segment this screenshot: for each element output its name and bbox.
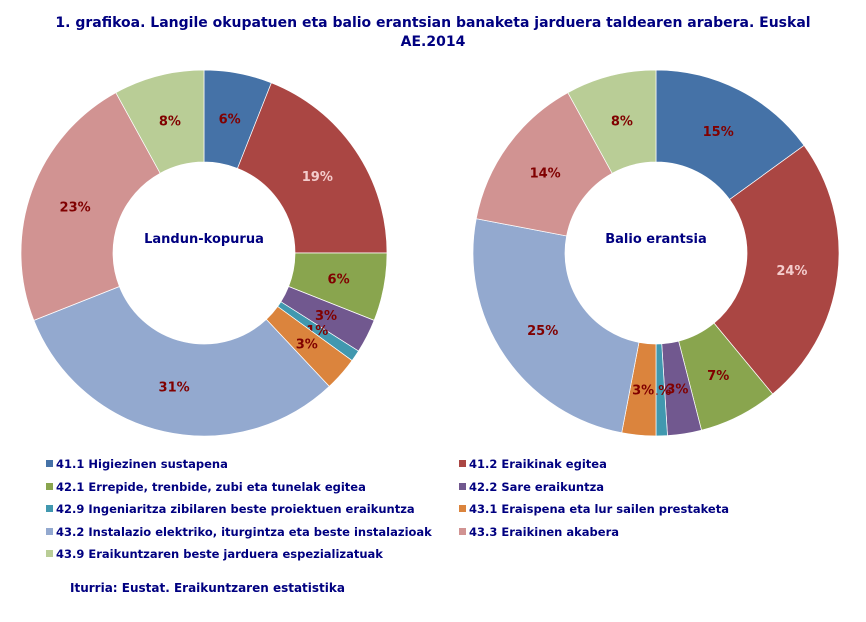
legend-item: 41.1 Higiezinen sustapena [46,457,228,471]
donut-slice [20,92,161,321]
data-label: 6% [219,112,241,127]
legend-label: 42.2 Sare eraikuntza [469,479,605,494]
data-label: 14% [530,166,561,181]
data-label: 8% [159,114,181,129]
data-label: 31% [159,381,190,396]
title-line-2: AE.2014 [400,34,466,50]
chart-title: 1. grafikoa. Langile okupatuen eta balio… [0,14,866,52]
legend-swatch [459,460,466,467]
legend-swatch [459,505,466,512]
legend-swatch [46,460,53,467]
legend-swatch [459,527,466,535]
data-label: 24% [776,264,807,279]
legend-item: 43.2 Instalazio elektriko, iturgintza et… [46,525,432,539]
donut-slice [115,69,205,174]
legend-label: 43.2 Instalazio elektriko, iturgintza et… [56,524,432,539]
data-label: 23% [60,201,91,216]
data-label: 3% [315,309,337,324]
donut-slice [237,82,388,254]
legend-label: 43.9 Eraikuntzaren beste jarduera espezi… [56,547,383,561]
legend-label: 43.3 Eraikinen akabera [469,524,620,539]
legend-label: 42.1 Errepide, trenbide, zubi eta tunela… [56,479,366,494]
donut-slice [33,286,330,437]
data-label: 25% [527,324,558,339]
center-label: Balio erantsia [605,232,707,247]
data-label: 7% [707,369,729,384]
legend-swatch [46,505,53,512]
data-label: 15% [703,125,734,140]
legend-swatch [46,482,53,490]
data-label: 8% [611,114,633,129]
legend-swatch [46,550,53,557]
donut-slice [567,69,657,174]
data-label: 6% [328,273,350,288]
donut-slice [472,218,640,434]
legend-swatch [46,527,53,535]
legend-label: 42.9 Ingeniaritza zibilaren beste proiek… [56,502,415,516]
legend-item: 42.2 Sare eraikuntza [459,480,604,494]
title-line-1: 1. grafikoa. Langile okupatuen eta balio… [55,15,811,31]
data-label: 3% [666,382,688,397]
legend-swatch [459,482,466,490]
legend-label: 41.1 Higiezinen sustapena [56,457,228,471]
legend-item: 43.3 Eraikinen akabera [459,525,619,539]
data-label: 3% [632,383,654,398]
center-label: Landun-kopurua [144,232,264,247]
legend-label: 43.1 Eraispena eta lur sailen prestaketa [469,502,729,516]
legend-item: 41.2 Eraikinak egitea [459,457,607,471]
legend-item: 42.9 Ingeniaritza zibilaren beste proiek… [46,502,415,516]
data-label: 19% [302,170,333,185]
source-note: Iturria: Eustat. Eraikuntzaren estatisti… [70,581,345,595]
donut-slice [713,144,840,395]
legend-label: 41.2 Eraikinak egitea [469,457,607,471]
legend-item: 43.1 Eraispena eta lur sailen prestaketa [459,502,729,516]
legend-item: 43.9 Eraikuntzaren beste jarduera espezi… [46,547,383,561]
legend-item: 42.1 Errepide, trenbide, zubi eta tunela… [46,480,366,494]
data-label: 3% [296,338,318,353]
donut-slice [655,69,805,201]
